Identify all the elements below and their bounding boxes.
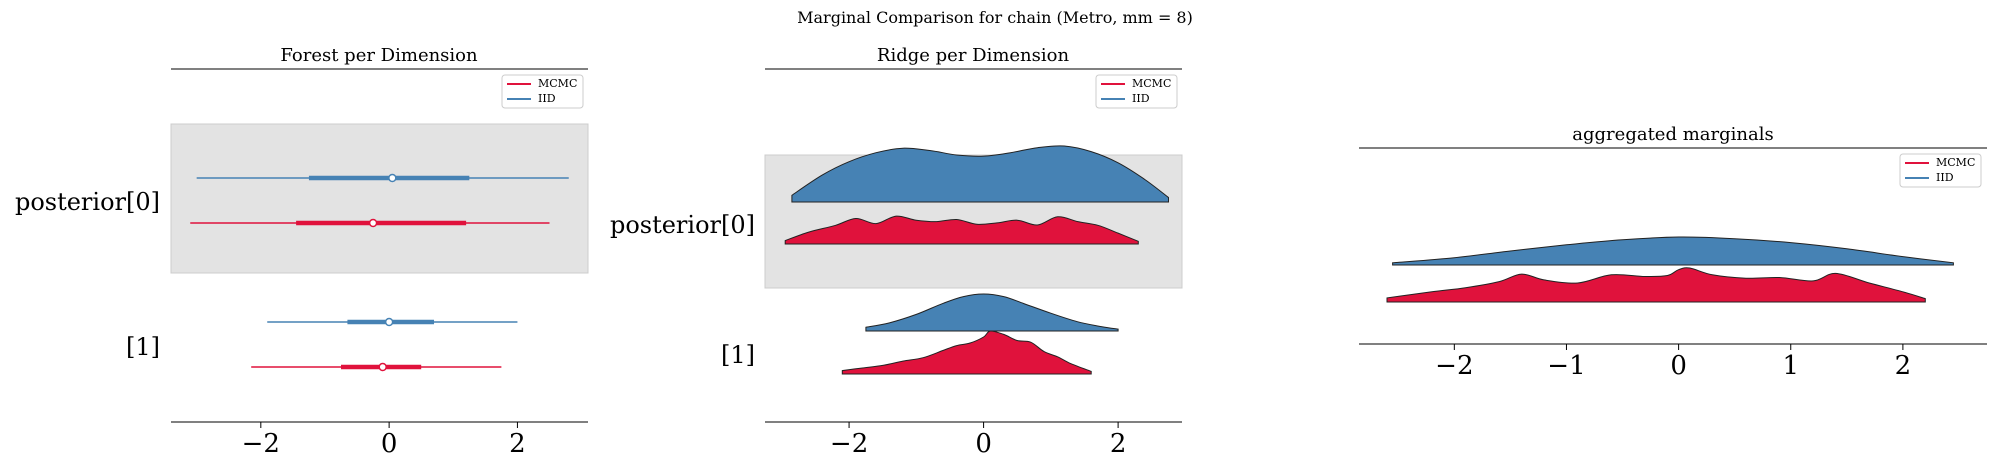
x-tick-label: −2 [1435, 351, 1473, 381]
forest-marks [190, 173, 569, 372]
suptitle: Marginal Comparison for chain (Metro, mm… [797, 8, 1193, 27]
median-point [388, 173, 397, 183]
density-ridge-iid [865, 293, 1119, 332]
x-ticks: −2 0 2 [830, 422, 1126, 459]
x-tick-label: 2 [1895, 351, 1912, 381]
x-tick-label: 2 [509, 429, 526, 459]
density-ridge-mcmc [841, 330, 1092, 375]
ridge-panel: Ridge per Dimension posterior[0] [1] −2 0… [610, 45, 1183, 459]
x-tick-label: 2 [1110, 429, 1127, 459]
ridge-marks [1386, 236, 1954, 303]
panel-title: Forest per Dimension [280, 45, 478, 66]
row-label: [1] [721, 341, 755, 369]
legend-label-iid: IID [1936, 171, 1954, 184]
x-tick-label: 0 [1670, 351, 1687, 381]
x-tick-label: −1 [1547, 351, 1585, 381]
median-point [378, 362, 387, 372]
panel-title: aggregated marginals [1572, 124, 1773, 145]
legend-label-mcmc: MCMC [538, 77, 577, 90]
median-point [368, 218, 378, 228]
x-tick-label: 0 [975, 429, 992, 459]
x-ticks: −2 0 2 [242, 422, 526, 459]
legend-label-iid: IID [538, 92, 556, 105]
legend-label-mcmc: MCMC [1132, 77, 1171, 90]
forest-panel: Forest per Dimension posterior[0] [1] −2… [15, 45, 589, 459]
row-label: posterior[0] [610, 211, 755, 239]
density-ridge-mcmc [784, 215, 1139, 245]
x-ticks: −2 −1 0 1 2 [1435, 344, 1911, 381]
x-tick-label: 1 [1782, 351, 1799, 381]
density-ridge-iid [1392, 236, 1954, 266]
row-label: posterior[0] [15, 188, 160, 216]
aggregated-panel: aggregated marginals −2 −1 0 1 2 MCMC IID [1359, 124, 1987, 381]
x-tick-label: 0 [381, 429, 398, 459]
legend: MCMC IID [1899, 153, 1982, 188]
row-label: [1] [126, 333, 160, 361]
ridge-marks [784, 145, 1169, 375]
median-point [384, 317, 394, 327]
density-ridge-mcmc [1386, 267, 1926, 303]
legend: MCMC IID [501, 74, 584, 109]
legend: MCMC IID [1095, 74, 1178, 109]
x-tick-label: −2 [242, 429, 280, 459]
row-shade [170, 123, 589, 274]
panel-title: Ridge per Dimension [877, 45, 1070, 66]
density-ridge-iid [791, 145, 1169, 203]
legend-label-iid: IID [1132, 92, 1150, 105]
legend-label-mcmc: MCMC [1936, 156, 1975, 169]
x-tick-label: −2 [830, 429, 868, 459]
